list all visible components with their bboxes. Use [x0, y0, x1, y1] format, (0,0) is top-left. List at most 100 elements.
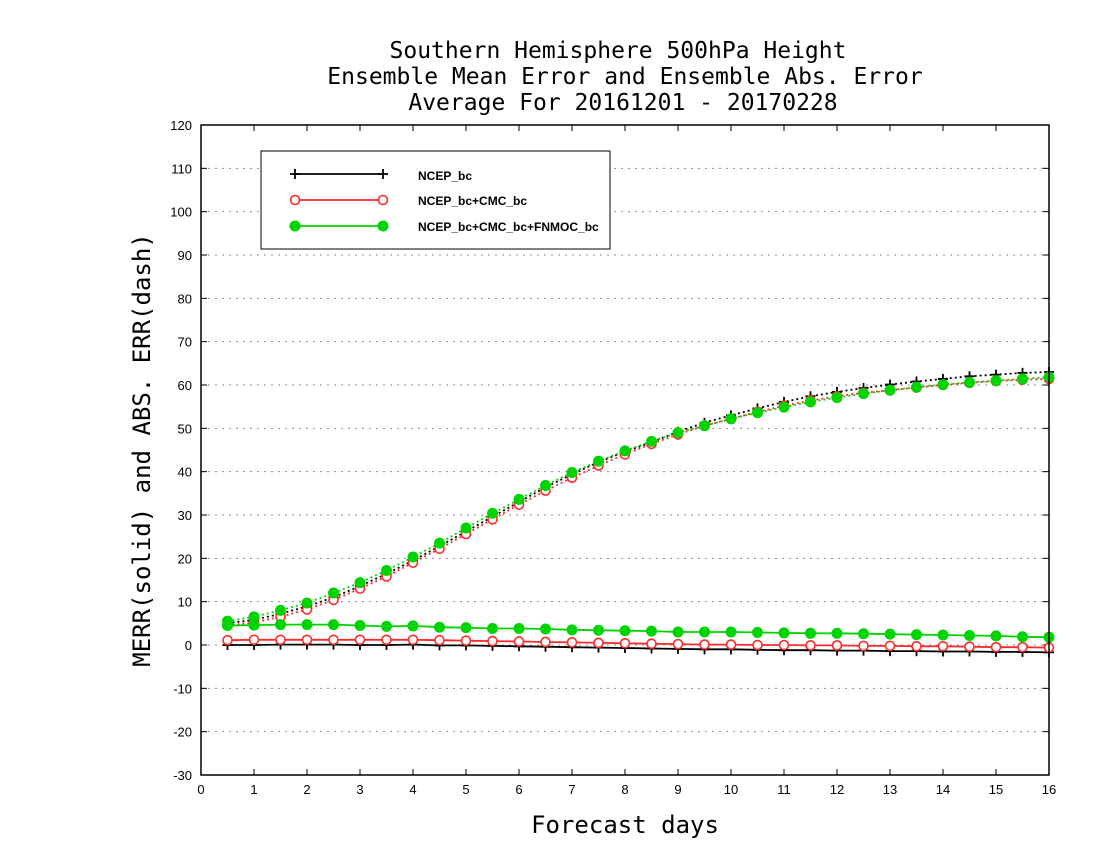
y-tick-label: 70: [178, 335, 192, 350]
merr-point: [858, 640, 869, 652]
merr-point: [1017, 641, 1028, 653]
legend-marker: [377, 220, 389, 232]
y-tick-label: 30: [178, 508, 192, 523]
merr-point: [593, 624, 604, 636]
merr-point: [646, 638, 657, 650]
x-tick-label: 9: [674, 782, 681, 797]
abs-err-point: [566, 467, 578, 479]
merr-point: [460, 635, 472, 646]
x-tick-label: 15: [989, 782, 1003, 797]
merr-point: [752, 626, 763, 638]
legend-marker: [290, 169, 300, 179]
abs-err-point: [911, 381, 922, 393]
merr-point: [911, 629, 922, 641]
x-tick-label: 8: [621, 782, 628, 797]
merr-point: [752, 639, 763, 651]
merr-point: [884, 640, 896, 652]
abs-err-point: [275, 604, 286, 616]
y-tick-label: 110: [171, 161, 192, 176]
merr-point: [858, 628, 869, 640]
merr-point: [460, 622, 472, 634]
legend-marker: [289, 194, 301, 206]
merr-point: [381, 634, 392, 646]
merr-point: [805, 627, 816, 639]
merr-point: [672, 638, 684, 650]
y-tick-label: 100: [170, 205, 192, 220]
abs-err-point: [752, 407, 763, 419]
merr-point: [248, 619, 260, 631]
merr-point: [646, 625, 657, 637]
merr-point: [301, 634, 313, 646]
legend-marker: [378, 169, 388, 179]
legend-marker: [289, 220, 301, 232]
series-merr-line: [227, 623, 1050, 639]
merr-point: [699, 639, 710, 650]
merr-point: [725, 639, 737, 650]
merr-point: [672, 626, 684, 638]
y-tick-label: 80: [178, 291, 192, 306]
merr-point: [699, 626, 710, 638]
y-tick-label: 60: [178, 378, 192, 393]
merr-point: [990, 630, 1002, 642]
merr-point: [937, 640, 949, 652]
series-abs-err-line: [227, 376, 1050, 623]
merr-point: [275, 634, 286, 646]
title-line-2: Ensemble Mean Error and Ensemble Abs. Er…: [327, 64, 922, 90]
y-tick-label: 20: [178, 551, 192, 566]
merr-point: [434, 634, 445, 646]
x-tick-label: 0: [197, 782, 204, 797]
legend-label-ncep-cmc-fnmoc: NCEP_bc+CMC_bc+FNMOC_bc: [418, 220, 599, 234]
y-tick-label: 50: [178, 421, 192, 436]
x-tick-label: 7: [568, 782, 575, 797]
merr-point: [911, 640, 922, 652]
abs-err-point: [858, 388, 869, 400]
abs-err-point: [990, 375, 1002, 387]
merr-point: [831, 627, 843, 639]
merr-point: [725, 626, 737, 638]
merr-point: [593, 637, 604, 649]
legend-label-ncep-bc: NCEP_bc: [418, 169, 472, 183]
abs-err-point: [699, 420, 710, 432]
merr-point: [407, 634, 419, 646]
merr-point: [487, 623, 498, 635]
merr-point: [990, 641, 1002, 653]
merr-point: [354, 620, 366, 631]
series-abs-err-line: [227, 378, 1050, 627]
y-tick-label: 90: [178, 248, 192, 263]
merr-point: [1017, 631, 1028, 643]
merr-point: [540, 636, 551, 648]
abs-err-point: [619, 445, 631, 457]
merr-point: [778, 639, 790, 651]
y-tick-label: 120: [170, 118, 192, 133]
merr-point: [566, 624, 578, 636]
title-line-1: Southern Hemisphere 500hPa Height: [390, 38, 847, 64]
abs-err-point: [937, 379, 949, 391]
y-axis-ticks: -30 -20 -10 0 10 20 30 40 50 60 70 80 90 100 110 120: [170, 118, 1049, 783]
x-tick-label: 13: [883, 782, 897, 797]
abs-err-point: [301, 597, 313, 609]
abs-err-point: [460, 522, 472, 534]
y-tick-label: 40: [178, 465, 192, 480]
y-tick-label: -20: [173, 725, 192, 740]
merr-point: [566, 637, 578, 648]
merr-point: [937, 629, 949, 641]
y-tick-label: -30: [173, 768, 192, 783]
abs-err-point: [1017, 373, 1028, 385]
abs-err-point: [354, 577, 366, 589]
abs-err-point: [646, 435, 657, 447]
abs-err-point: [487, 507, 498, 519]
abs-err-point: [381, 564, 392, 576]
merr-point: [434, 621, 445, 633]
x-tick-label: 5: [462, 782, 469, 797]
x-tick-label: 4: [409, 782, 416, 797]
merr-point: [540, 623, 551, 635]
legend-marker: [377, 194, 389, 206]
x-axis-ticks: 0 1 2 3 4 5 6 7 8 9 10 11 12 13 14 15 16: [197, 125, 1056, 797]
merr-point: [831, 640, 843, 651]
x-tick-label: 10: [724, 782, 738, 797]
merr-point: [513, 623, 525, 635]
abs-err-point: [778, 401, 790, 413]
abs-err-point: [831, 392, 843, 404]
legend: NCEP_bc NCEP_bc+CMC_bc NCEP_bc+CMC_bc+FN…: [260, 150, 611, 250]
merr-point: [884, 628, 896, 640]
